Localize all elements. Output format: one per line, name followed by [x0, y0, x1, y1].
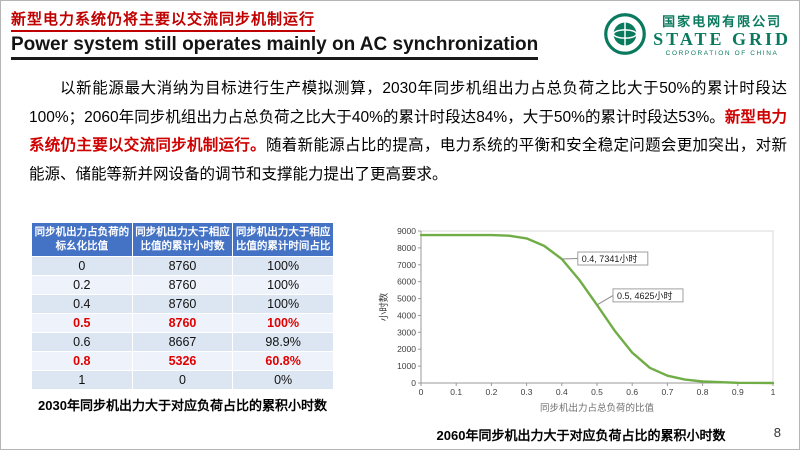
cell: 100% — [232, 313, 334, 334]
cell: 8760 — [131, 313, 234, 334]
svg-text:9000: 9000 — [397, 226, 416, 236]
page-number: 8 — [773, 425, 781, 440]
col-header-hours: 同步机出力大于相应比值的累计小时数 — [131, 221, 234, 258]
table-row: 1 0 0% — [31, 370, 334, 391]
svg-text:3000: 3000 — [397, 327, 416, 337]
paragraph-text-1: 以新能源最大消纳为目标进行生产模拟测算，2030年同步机组出力占总负荷之比大于5… — [29, 80, 787, 126]
cell: 0.2 — [31, 275, 133, 296]
cell: 8760 — [131, 294, 234, 315]
svg-text:0.9: 0.9 — [732, 387, 744, 397]
svg-text:4000: 4000 — [397, 310, 416, 320]
table-row: 0.4 8760 100% — [31, 294, 334, 315]
col-header-percent: 同步机出力大于相应比值的累计时间占比 — [232, 221, 334, 258]
svg-text:0.3: 0.3 — [521, 387, 533, 397]
svg-text:0.2: 0.2 — [485, 387, 497, 397]
line-chart: 0 1000 2000 3000 4000 5000 6000 7000 8000 9000 0 0.… — [378, 226, 776, 414]
logo-company-english: STATE GRID — [653, 29, 791, 49]
cell: 100% — [232, 294, 334, 315]
table-2030-block: 同步机出力占负荷的标幺化比值 同步机出力大于相应比值的累计小时数 同步机出力大于… — [31, 221, 334, 414]
svg-text:1000: 1000 — [397, 361, 416, 371]
body-paragraph: 以新能源最大消纳为目标进行生产模拟测算，2030年同步机组出力占总负荷之比大于5… — [29, 75, 787, 189]
svg-text:同步机出力占总负荷的比值: 同步机出力占总负荷的比值 — [540, 402, 655, 414]
cell: 0% — [232, 370, 334, 391]
slide-header: 新型电力系统仍将主要以交流同步机制运行 Power system still o… — [11, 8, 539, 60]
cell: 8760 — [131, 275, 234, 296]
cell: 100% — [232, 256, 334, 277]
col-header-ratio: 同步机出力占负荷的标幺化比值 — [31, 221, 133, 258]
state-grid-logo: 国家电网有限公司 STATE GRID CORPORATION OF CHINA — [603, 11, 791, 57]
paragraph-highlight: 新型电力系统仍主要以交流同步机制运行。 — [29, 108, 787, 155]
table-row: 0.2 8760 100% — [31, 275, 334, 296]
cell: 100% — [232, 275, 334, 296]
cell: 0.4 — [31, 294, 133, 315]
state-grid-logo-icon — [604, 13, 646, 55]
sync-output-table: 同步机出力占负荷的标幺化比值 同步机出力大于相应比值的累计小时数 同步机出力大于… — [31, 221, 334, 391]
svg-text:0: 0 — [419, 387, 424, 397]
svg-text:0.4, 7341小时: 0.4, 7341小时 — [582, 253, 638, 264]
svg-text:1: 1 — [771, 387, 776, 397]
title-english: Power system still operates mainly on AC… — [11, 34, 539, 60]
cell: 1 — [31, 370, 133, 391]
cell: 5326 — [131, 351, 234, 372]
svg-text:0.4: 0.4 — [556, 387, 568, 397]
cell: 60.8% — [232, 351, 334, 372]
svg-text:小时数: 小时数 — [378, 292, 390, 321]
paragraph-text-2: 随着新能源占比的提高，电力系统的平衡和安全稳定问题会更加突出，对新能源、储能等新… — [29, 137, 787, 183]
cell: 98.9% — [232, 332, 334, 353]
svg-text:0.5, 4625小时: 0.5, 4625小时 — [617, 290, 673, 301]
table-header: 同步机出力占负荷的标幺化比值 同步机出力大于相应比值的累计小时数 同步机出力大于… — [31, 221, 334, 258]
cell: 0.5 — [31, 313, 133, 334]
chart-caption: 2060年同步机出力大于对应负荷占比的累积小时数 — [436, 428, 726, 443]
cell: 8760 — [131, 256, 234, 277]
logo-company-chinese: 国家电网有限公司 — [662, 14, 783, 29]
state-grid-logo-text: 国家电网有限公司 STATE GRID CORPORATION OF CHINA — [653, 11, 791, 57]
svg-text:7000: 7000 — [397, 260, 416, 270]
svg-text:5000: 5000 — [397, 294, 416, 304]
table-row: 0.5 8760 100% — [31, 313, 334, 334]
cell: 8667 — [131, 332, 234, 353]
svg-text:0.1: 0.1 — [450, 387, 462, 397]
svg-text:0.8: 0.8 — [697, 387, 709, 397]
table-caption: 2030年同步机出力大于对应负荷占比的累积小时数 — [38, 398, 327, 414]
chart-2060-block: 0 1000 2000 3000 4000 5000 6000 7000 8000 9000 0 0.… — [375, 223, 787, 444]
svg-text:0: 0 — [411, 378, 416, 388]
svg-text:0.6: 0.6 — [626, 387, 638, 397]
table-body: 0 8760 100% 0.2 8760 100% 0.4 8760 100% … — [31, 256, 334, 391]
svg-text:0.5: 0.5 — [591, 387, 603, 397]
svg-text:8000: 8000 — [397, 243, 416, 253]
table-row: 0.8 5326 60.8% — [31, 351, 334, 372]
cell: 0.6 — [31, 332, 133, 353]
cell: 0 — [131, 370, 234, 391]
svg-text:6000: 6000 — [397, 277, 416, 287]
cell: 0.8 — [31, 351, 133, 372]
svg-text:0.7: 0.7 — [661, 387, 673, 397]
title-chinese: 新型电力系统仍将主要以交流同步机制运行 — [11, 8, 316, 32]
logo-company-subtitle: CORPORATION OF CHINA — [665, 49, 779, 57]
table-row: 0 8760 100% — [31, 256, 334, 277]
cell: 0 — [31, 256, 133, 277]
table-row: 0.6 8667 98.9% — [31, 332, 334, 353]
svg-text:2000: 2000 — [397, 344, 416, 354]
